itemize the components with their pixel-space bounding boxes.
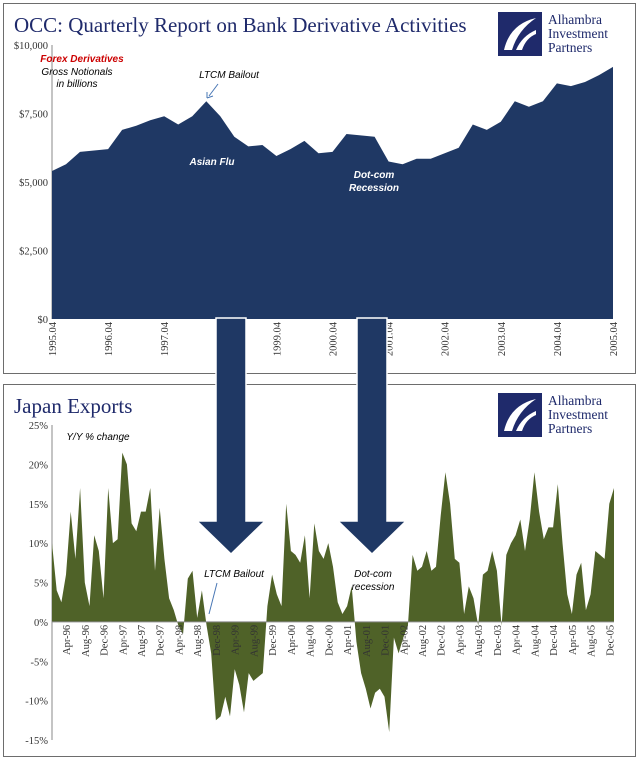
bottom-x-axis: Apr-96 Aug-96 Dec-96 Apr-97 Aug-97 Dec-97 Apr-… <box>52 621 616 657</box>
bottom-y-tick-label: 20% <box>29 460 49 471</box>
logo-line-1b: Alhambra <box>548 393 602 408</box>
bottom-x-tick-label: Dec-05 <box>605 625 616 656</box>
logo-mark-icon <box>498 12 542 56</box>
annotation-ltcm: LTCM Bailout <box>199 70 260 81</box>
top-x-tick-label: 2003.04 <box>497 321 508 356</box>
bottom-x-tick-label: Dec-97 <box>156 625 167 656</box>
bottom-x-tick-label: Aug-98 <box>193 625 204 657</box>
top-x-tick-label: 2004.04 <box>553 321 564 356</box>
top-x-axis: 1995.04 1996.04 1997.04 1999.04 2000.04 2001.… <box>48 321 620 356</box>
company-logo-2: Alhambra Investment Partners <box>498 393 625 437</box>
top-chart-panel: OCC: Quarterly Report on Bank Derivative… <box>3 3 636 374</box>
bottom-x-tick-label: Dec-01 <box>381 625 392 656</box>
logo-line-1: Alhambra <box>548 12 602 27</box>
annotation-ltcm-bottom-pointer <box>208 582 218 615</box>
forex-notionals-area <box>52 66 613 320</box>
bottom-x-tick-label: Dec-03 <box>493 625 504 656</box>
top-y-tick-label: $2,500 <box>19 247 48 258</box>
logo-text: Alhambra Investment Partners <box>548 13 608 55</box>
top-x-tick-label: 2001.04 <box>385 321 396 356</box>
bottom-x-tick-label: Apr-01 <box>343 625 354 655</box>
bottom-x-tick-label: Apr-03 <box>455 625 466 655</box>
bottom-series <box>51 452 615 733</box>
bottom-x-tick-label: Aug-97 <box>137 625 148 657</box>
top-y-tick-label: $7,500 <box>19 110 48 121</box>
bottom-x-tick-label: Apr-98 <box>174 625 185 655</box>
bottom-x-tick-label: Apr-04 <box>512 624 523 655</box>
logo-text-2: Alhambra Investment Partners <box>548 394 608 436</box>
bottom-x-tick-label: Dec-96 <box>100 625 111 656</box>
top-chart-title: OCC: Quarterly Report on Bank Derivative… <box>14 13 467 37</box>
bottom-x-tick-label: Apr-96 <box>62 625 73 655</box>
bottom-x-tick-label: Aug-03 <box>474 625 485 657</box>
bottom-x-tick-label: Aug-00 <box>306 625 317 657</box>
bottom-x-tick-label: Dec-02 <box>437 625 448 656</box>
bottom-y-tick-label: 5% <box>34 579 48 590</box>
japan-exports-area <box>52 452 614 733</box>
bottom-x-tick-label: Aug-99 <box>249 625 260 657</box>
top-y-tick-label: $10,000 <box>14 41 48 52</box>
bottom-chart-title: Japan Exports <box>14 394 133 418</box>
logo-mark-icon-2 <box>498 393 542 437</box>
bottom-area-chart: -15% -10% -5% 0% 5% 10% 15% 20% 25% Apr-96 Aug-96… <box>25 421 616 747</box>
annotation-dotcom-1: Dot-com <box>354 170 395 181</box>
bottom-y-tick-label: 15% <box>29 500 49 511</box>
bottom-x-tick-label: Apr-97 <box>118 625 129 655</box>
bottom-y-tick-label: -10% <box>25 697 48 708</box>
bottom-x-tick-label: Dec-00 <box>324 625 335 656</box>
arrowhead-icon <box>206 92 214 99</box>
top-x-tick-label: 1996.04 <box>104 321 115 356</box>
company-logo: Alhambra Investment Partners <box>498 12 625 56</box>
bottom-x-tick-label: Apr-00 <box>287 625 298 655</box>
top-x-tick-label: 1995.04 <box>48 321 59 356</box>
bottom-y-tick-label: 0% <box>34 618 48 629</box>
top-y-axis: $0 $2,500 $5,000 $7,500 $10,000 <box>14 41 53 326</box>
bottom-x-tick-label: Apr-02 <box>399 625 410 655</box>
top-x-tick-label: 2002.04 <box>441 321 452 356</box>
top-x-tick-label: 1997.04 <box>160 321 171 356</box>
annotation-gross-2: in billions <box>56 79 97 90</box>
annotation-dotcom-2: Recession <box>349 183 399 194</box>
logo-line-2b: Investment <box>548 407 608 422</box>
bottom-x-tick-label: Aug-05 <box>587 625 598 657</box>
bottom-x-tick-label: Aug-01 <box>362 625 373 657</box>
annotation-forex: Forex Derivatives <box>40 54 124 65</box>
bottom-y-tick-label: -5% <box>31 657 49 668</box>
bottom-x-tick-label: Aug-04 <box>530 624 541 657</box>
bottom-y-tick-label: -15% <box>25 736 48 747</box>
top-y-tick-label: $0 <box>38 315 49 326</box>
annotation-dotcom-bottom-2: recession <box>352 582 395 593</box>
annotation-gross-1: Gross Notionals <box>41 67 112 78</box>
logo-line-3b: Partners <box>548 421 593 436</box>
annotation-ltcm-pointer <box>208 83 219 97</box>
logo-line-2: Investment <box>548 26 608 41</box>
annotation-ltcm-bottom: LTCM Bailout <box>204 569 265 580</box>
bottom-y-tick-label: 10% <box>29 539 49 550</box>
bottom-x-tick-label: Apr-05 <box>568 625 579 655</box>
top-x-tick-label: 2000.04 <box>329 321 340 356</box>
annotation-yoy: Y/Y % change <box>66 432 130 443</box>
logo-line-3: Partners <box>548 40 593 55</box>
top-area-chart: $0 $2,500 $5,000 $7,500 $10,000 1995.04 1996.… <box>14 41 620 356</box>
top-x-tick-label: 1999.04 <box>272 321 283 356</box>
annotation-asian-flu: Asian Flu <box>188 157 234 168</box>
bottom-y-axis: -15% -10% -5% 0% 5% 10% 15% 20% 25% <box>25 421 53 747</box>
bottom-x-tick-label: Apr-99 <box>231 625 242 655</box>
bottom-x-tick-label: Dec-04 <box>549 624 560 656</box>
bottom-y-tick-label: 25% <box>29 421 49 432</box>
top-y-tick-label: $5,000 <box>19 178 48 189</box>
bottom-x-tick-label: Aug-02 <box>418 625 429 657</box>
bottom-chart-panel: Japan Exports Alhambra Investment Partne… <box>3 384 636 757</box>
annotation-dotcom-bottom-1: Dot-com <box>354 569 392 580</box>
top-x-tick-label: 2005.04 <box>609 321 620 356</box>
bottom-x-tick-label: Dec-98 <box>212 625 223 656</box>
bottom-x-tick-label: Aug-96 <box>81 625 92 657</box>
top-series <box>51 66 614 320</box>
bottom-x-tick-label: Dec-99 <box>268 625 279 656</box>
